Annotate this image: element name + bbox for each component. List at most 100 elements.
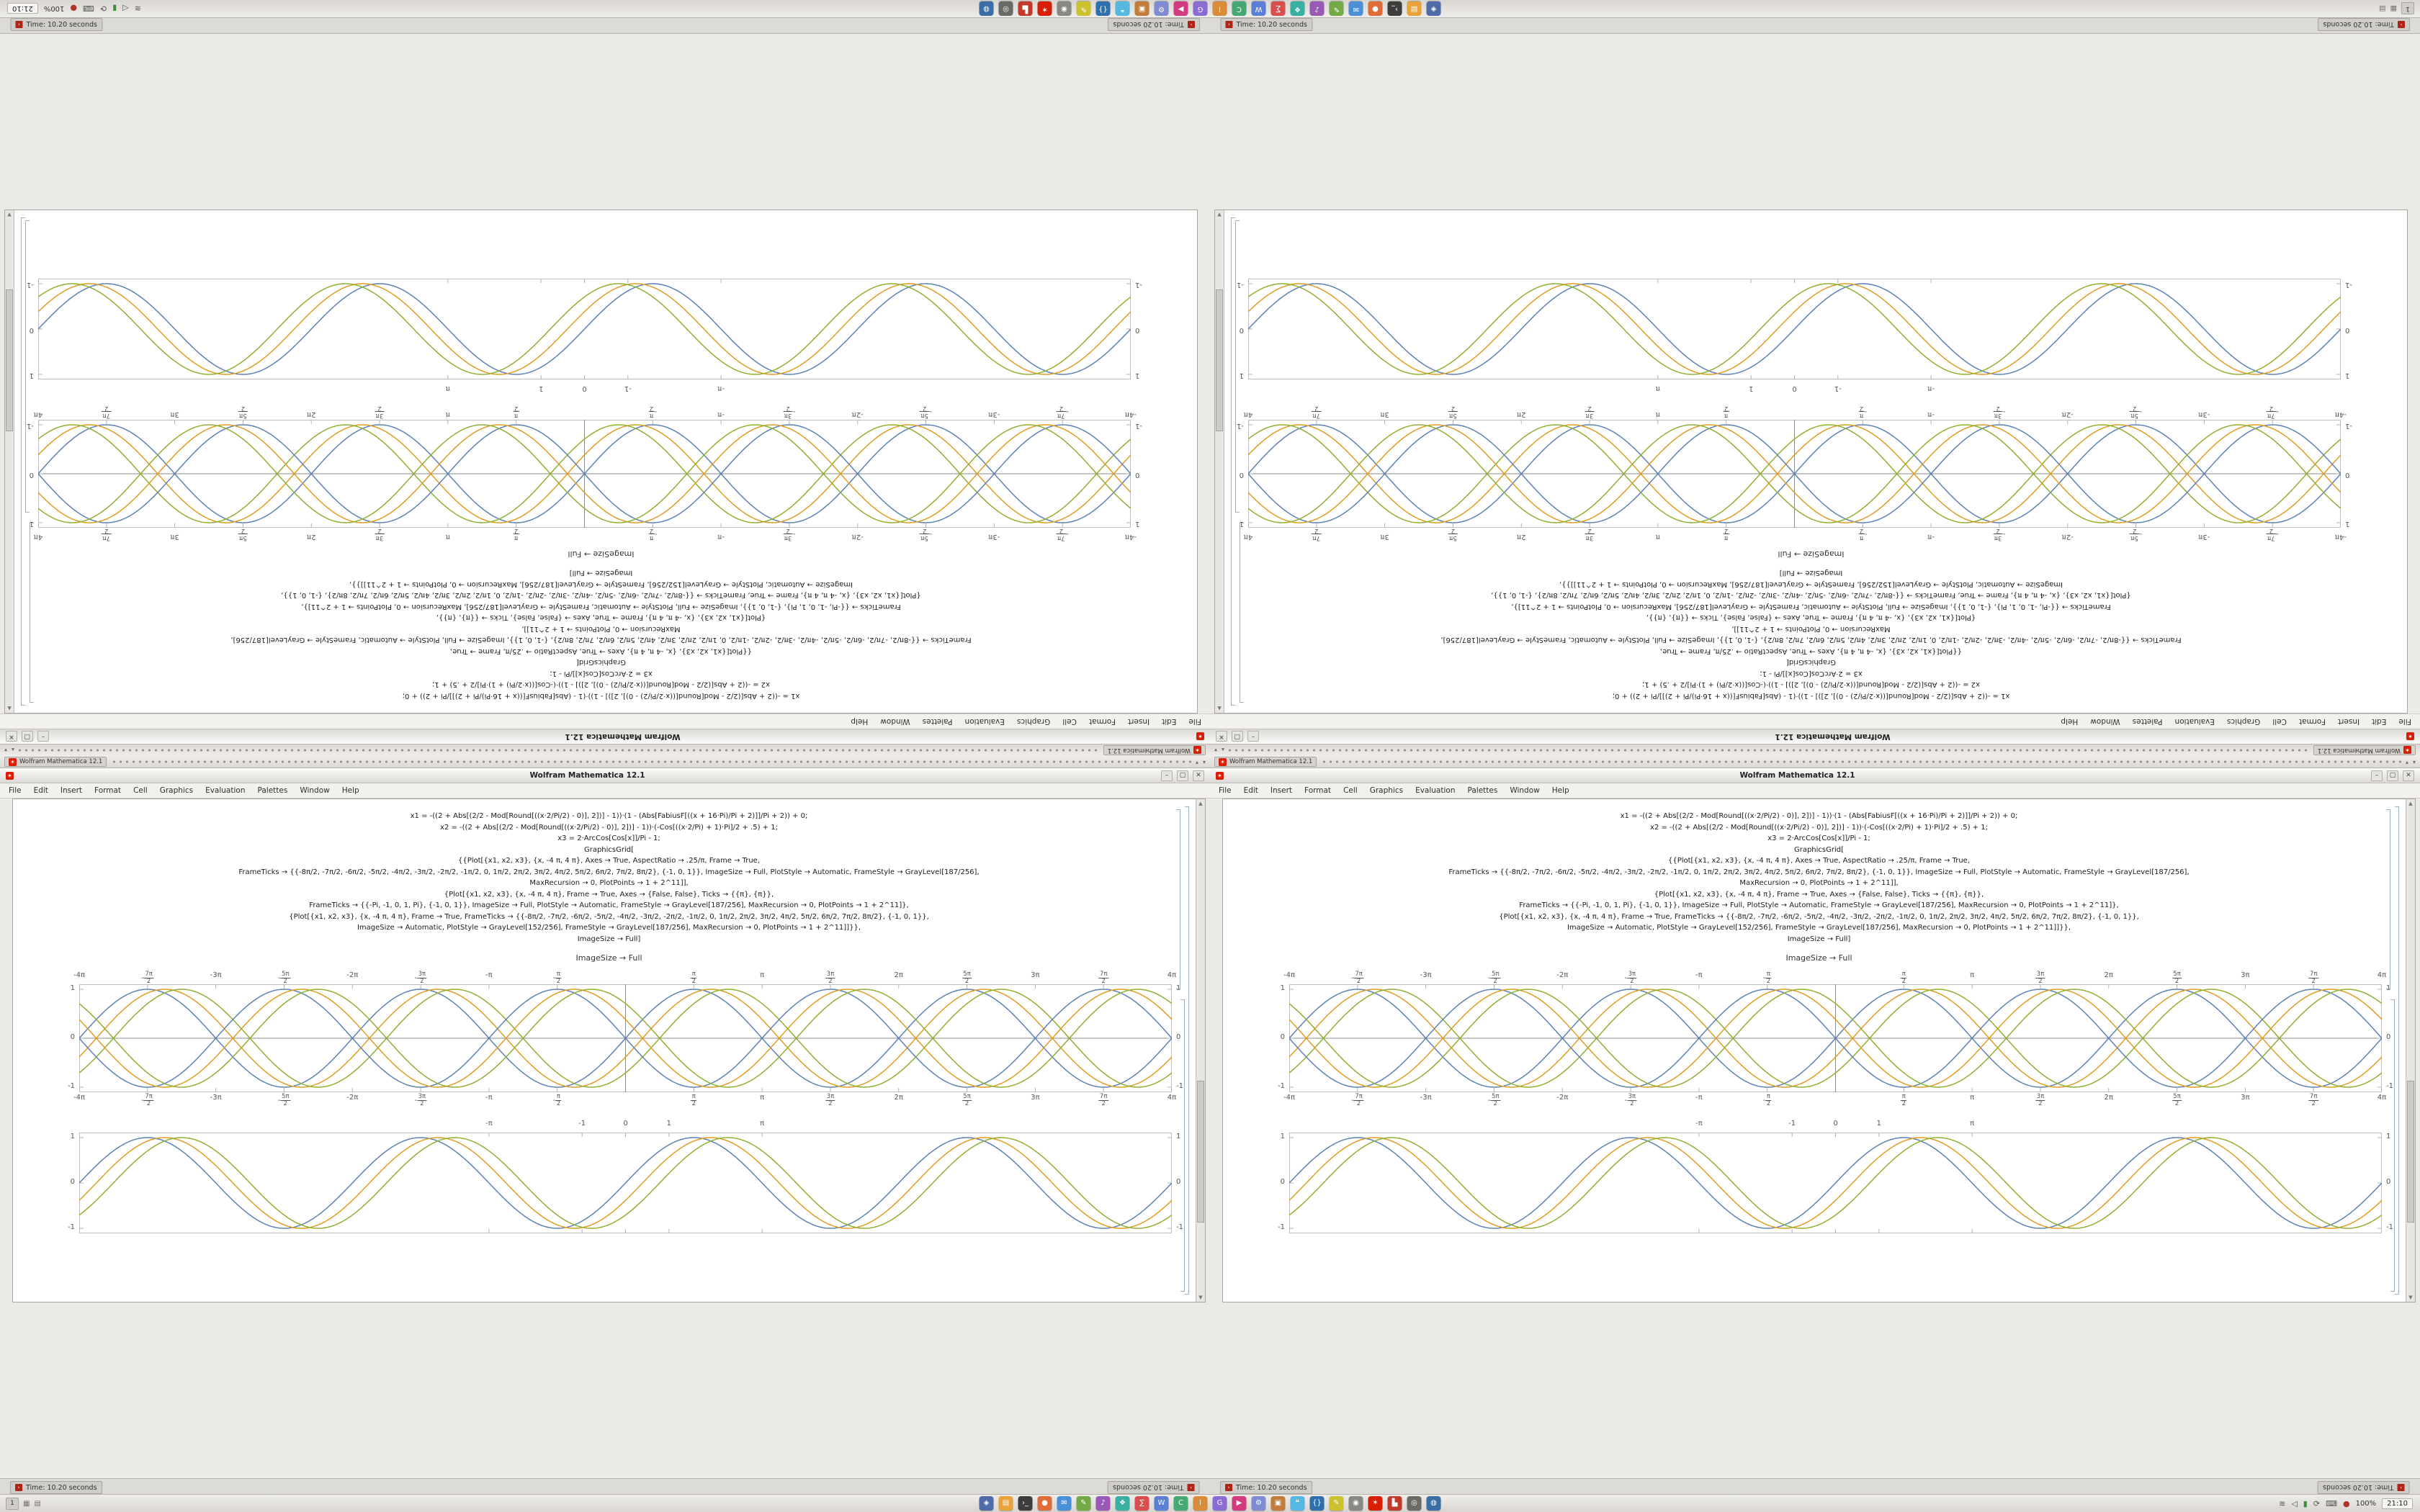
updates-tray-icon[interactable]: ⟳ — [99, 4, 107, 14]
disks-icon[interactable]: ◉ — [1348, 1496, 1363, 1511]
menu-icon[interactable]: ◈ — [979, 1496, 994, 1511]
scroll-down-icon[interactable]: ▼ — [1217, 212, 1222, 217]
code-cell[interactable]: x1 = -((2 + Abs[(2/2 - Mod[Round[((x·2/P… — [1223, 799, 2415, 949]
show-desktop-icon[interactable]: ▦ — [2390, 4, 2397, 13]
notebook-scrollbar[interactable]: ▲ ▼ — [2406, 799, 2415, 1302]
menu-edit[interactable]: Edit — [33, 786, 48, 795]
battery-tray-icon[interactable]: ▮ — [112, 4, 117, 14]
chat-icon[interactable]: ❝ — [1115, 1, 1130, 16]
cell-bracket[interactable] — [2390, 999, 2395, 1292]
minimize-button[interactable]: – — [1247, 731, 1259, 742]
menu-format[interactable]: Format — [94, 786, 122, 795]
time-window-button[interactable]: › Time: 10.20 seconds — [10, 18, 102, 31]
browser-icon[interactable]: ● — [1368, 1, 1383, 16]
spreadsheet-icon[interactable]: C — [1173, 1496, 1188, 1511]
mathematica-icon[interactable]: ✶ — [1037, 1, 1052, 16]
code-icon[interactable]: {} — [1309, 1496, 1325, 1511]
camera-icon[interactable]: ◎ — [998, 1, 1013, 16]
taskbar-window-button[interactable]: ✶ Wolfram Mathematica 12.1 — [1103, 745, 1206, 755]
menu-edit[interactable]: Edit — [1243, 786, 1258, 795]
code-cell[interactable]: x1 = -((2 + Abs[(2/2 - Mod[Round[((x·2/P… — [5, 563, 1197, 713]
panel-scroll-down-icon[interactable]: ▾ — [1214, 747, 1218, 754]
maximize-button[interactable]: ▢ — [1232, 731, 1243, 742]
time-window-button[interactable]: › Time: 10.20 seconds — [2318, 18, 2410, 31]
scroll-down-icon[interactable]: ▼ — [1198, 1295, 1203, 1300]
menu-edit[interactable]: Edit — [1162, 717, 1177, 726]
scroll-up-icon[interactable]: ▲ — [2408, 801, 2413, 806]
menu-evaluation[interactable]: Evaluation — [2174, 717, 2215, 726]
notebook-scrollbar[interactable]: ▲ ▼ — [1196, 799, 1205, 1302]
cell-bracket[interactable] — [1180, 999, 1185, 1292]
panel-scroll-down-icon[interactable]: ▾ — [2412, 758, 2416, 765]
photos-icon[interactable]: ❖ — [1115, 1496, 1130, 1511]
mail-icon[interactable]: ✉ — [1057, 1496, 1072, 1511]
clock[interactable]: 21:10 — [7, 3, 38, 14]
window-shade-icon[interactable]: ▤ — [2379, 4, 2386, 13]
code-icon[interactable]: {} — [1095, 1, 1111, 16]
menu-graphics[interactable]: Graphics — [1016, 717, 1051, 726]
keyboard-tray-icon[interactable]: ⌨ — [2326, 1498, 2337, 1508]
menu-window[interactable]: Window — [2090, 717, 2120, 726]
mathematica-icon[interactable]: ✶ — [1368, 1496, 1383, 1511]
menu-file[interactable]: File — [1188, 717, 1201, 726]
time-window-button[interactable]: › Time: 10.20 seconds — [1220, 18, 1312, 31]
close-button[interactable]: ✕ — [2403, 770, 2414, 781]
time-window-button[interactable]: › Time: 10.20 seconds — [1108, 18, 1200, 31]
minimize-button[interactable]: – — [2371, 770, 2383, 781]
menu-palettes[interactable]: Palettes — [1467, 786, 1498, 795]
editor-icon[interactable]: ✎ — [1076, 1496, 1091, 1511]
scrollbar-thumb[interactable] — [6, 289, 13, 432]
volume-tray-icon[interactable]: ◁ — [122, 4, 129, 14]
menu-palettes[interactable]: Palettes — [922, 717, 953, 726]
menu-cell[interactable]: Cell — [2272, 717, 2287, 726]
keyboard-tray-icon[interactable]: ⌨ — [83, 4, 94, 14]
time-window-button[interactable]: › Time: 10.20 seconds — [1108, 1481, 1200, 1494]
impress-icon[interactable]: I — [1193, 1496, 1208, 1511]
time-window-button[interactable]: › Time: 10.20 seconds — [1220, 1481, 1312, 1494]
time-window-button[interactable]: › Time: 10.20 seconds — [10, 1481, 102, 1494]
menu-evaluation[interactable]: Evaluation — [1415, 786, 1456, 795]
cell-bracket[interactable] — [1231, 217, 1235, 706]
cell-bracket[interactable] — [2395, 806, 2399, 1295]
network-tray-icon[interactable]: ≋ — [134, 4, 141, 14]
window-shade-icon[interactable]: ▤ — [34, 1499, 41, 1508]
menu-palettes[interactable]: Palettes — [2132, 717, 2163, 726]
menu-file[interactable]: File — [2398, 717, 2411, 726]
taskbar-window-button[interactable]: ✶ Wolfram Mathematica 12.1 — [4, 757, 107, 767]
menu-insert[interactable]: Insert — [60, 786, 83, 795]
browser-icon[interactable]: ● — [1037, 1496, 1052, 1511]
spreadsheet-icon[interactable]: C — [1232, 1, 1247, 16]
writer-icon[interactable]: W — [1251, 1, 1266, 16]
menu-icon[interactable]: ◈ — [1426, 1, 1441, 16]
cell-bracket[interactable] — [1240, 523, 1244, 703]
scroll-up-icon[interactable]: ▲ — [1217, 706, 1222, 711]
cell-bracket[interactable] — [2386, 809, 2390, 989]
menu-window[interactable]: Window — [1510, 786, 1540, 795]
maximize-button[interactable]: ▢ — [1177, 770, 1188, 781]
cell-bracket[interactable] — [1235, 220, 1240, 513]
menu-window[interactable]: Window — [880, 717, 910, 726]
terminal-icon[interactable]: ›_ — [1018, 1496, 1033, 1511]
impress-icon[interactable]: I — [1212, 1, 1227, 16]
panel-scroll-up-icon[interactable]: ▴ — [1222, 747, 1225, 754]
maximize-button[interactable]: ▢ — [22, 731, 33, 742]
cell-bracket[interactable] — [21, 217, 25, 706]
globe-icon[interactable]: ◍ — [1426, 1496, 1441, 1511]
window-titlebar[interactable]: ✶ Wolfram Mathematica 12.1 – ▢ ✕ — [1210, 729, 2420, 744]
menu-help[interactable]: Help — [851, 717, 869, 726]
cell-bracket[interactable] — [1185, 806, 1189, 1295]
menu-help[interactable]: Help — [341, 786, 359, 795]
menu-cell[interactable]: Cell — [1343, 786, 1358, 795]
close-button[interactable]: ✕ — [1193, 770, 1204, 781]
menu-help[interactable]: Help — [2061, 717, 2079, 726]
battery-tray-icon[interactable]: ▮ — [2303, 1498, 2308, 1508]
panel-scroll-down-icon[interactable]: ▾ — [4, 747, 8, 754]
notes-icon[interactable]: ✎ — [1329, 1496, 1344, 1511]
archive-icon[interactable]: ▣ — [1270, 1496, 1286, 1511]
network-tray-icon[interactable]: ≋ — [2279, 1498, 2286, 1508]
menu-cell[interactable]: Cell — [1062, 717, 1077, 726]
menu-file[interactable]: File — [1219, 786, 1232, 795]
scroll-down-icon[interactable]: ▼ — [7, 212, 12, 217]
menu-help[interactable]: Help — [1551, 786, 1569, 795]
taskbar-window-button[interactable]: ✶ Wolfram Mathematica 12.1 — [2313, 745, 2416, 755]
